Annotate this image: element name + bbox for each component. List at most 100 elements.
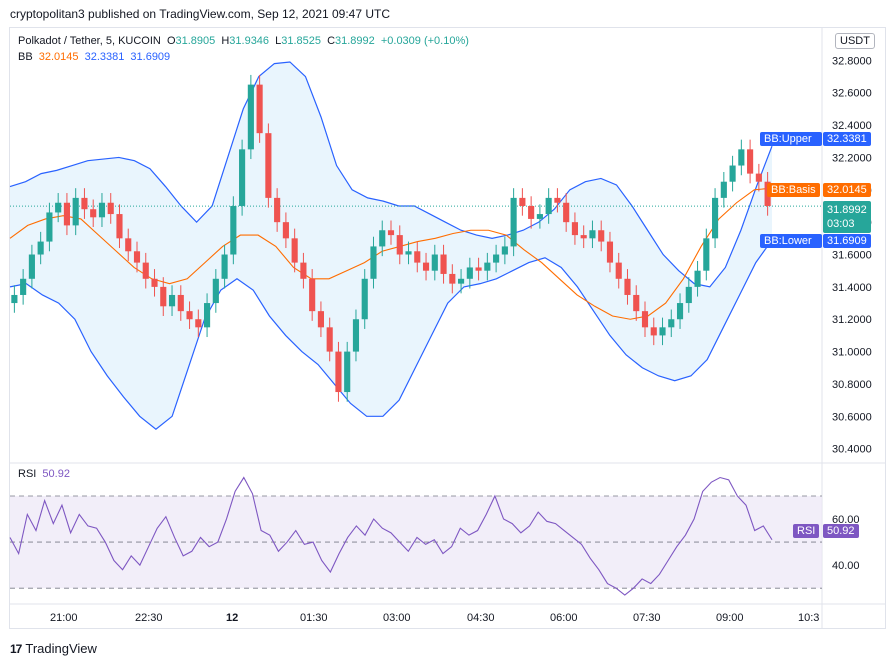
bb-fill <box>10 61 772 430</box>
candle-body <box>361 278 368 320</box>
candle-body <box>230 205 237 255</box>
candle-body <box>37 241 44 255</box>
candle-body <box>221 254 228 279</box>
close-label: C <box>327 35 336 47</box>
time-tick-0: 21:00 <box>50 612 78 624</box>
candle-body <box>493 254 500 263</box>
rsi-price-tag: 50.92 <box>823 524 859 538</box>
candle-body <box>282 222 289 239</box>
ohlc-legend: Polkadot / Tether, 5, KUCOIN O31.8905 H3… <box>18 35 472 47</box>
candle-body <box>458 278 465 284</box>
candle-body <box>449 273 456 284</box>
candle-body <box>606 241 614 263</box>
price-tick-0: 32.8000 <box>832 55 872 67</box>
price-tick-12: 30.4000 <box>832 444 872 456</box>
high-label: H <box>221 35 230 47</box>
candle-body <box>738 149 745 166</box>
candle-body <box>55 202 62 213</box>
bb-basis-price-tag: 32.0145 <box>823 183 871 197</box>
bb-upper-value: 32.3381 <box>84 51 125 63</box>
open-label: O <box>166 35 176 47</box>
candle-body <box>641 311 649 328</box>
candle-body <box>755 173 762 182</box>
bb-lower-line <box>9 239 773 431</box>
candle-body <box>11 294 18 304</box>
time-tick-7: 07:30 <box>633 612 661 624</box>
last-price-tag: 31.8992 03:03 <box>823 201 871 233</box>
candle-body <box>712 197 719 239</box>
candle-body <box>90 209 97 218</box>
time-tick-2: 12 <box>226 612 238 624</box>
candle-body <box>28 254 35 279</box>
candle-body <box>720 181 727 198</box>
candle-body <box>133 251 141 263</box>
candle-body <box>344 351 351 393</box>
time-tick-3: 01:30 <box>300 612 328 624</box>
candle-body <box>195 319 202 328</box>
candle-body <box>501 246 508 255</box>
candle-body <box>545 197 552 215</box>
candle-body <box>571 222 578 236</box>
price-tick-6: 31.6000 <box>832 250 872 262</box>
rsi-line <box>9 476 773 596</box>
price-tick-7: 31.4000 <box>832 282 872 294</box>
candle-body <box>396 235 403 255</box>
candle-body <box>326 327 333 352</box>
footer: 17 TradingView <box>10 641 97 656</box>
candle-body <box>414 251 421 263</box>
bar-countdown: 03:03 <box>827 218 855 230</box>
brand-name: TradingView <box>25 641 97 656</box>
candle-body <box>580 235 587 239</box>
candle-body <box>239 149 246 206</box>
candle-body <box>431 254 438 271</box>
rsi-tick-1: 40.00 <box>832 560 860 572</box>
candle-body <box>125 238 132 252</box>
candle-body <box>659 327 666 336</box>
candle-body <box>46 212 53 242</box>
candle-body <box>650 327 657 336</box>
candle-body <box>247 84 254 150</box>
candle-body <box>212 278 219 304</box>
candle-body <box>379 230 386 247</box>
candle-body <box>265 133 272 198</box>
candle-body <box>370 246 377 279</box>
candle-body <box>168 294 176 307</box>
rsi-legend: RSI 50.92 <box>18 468 73 480</box>
candle-body <box>563 202 570 223</box>
candle-body <box>98 202 106 218</box>
tv-logo-icon: 17 <box>10 641 22 656</box>
candle-body <box>528 205 535 219</box>
candle-body <box>405 251 412 255</box>
candle-body <box>20 278 27 295</box>
candle-body <box>510 197 517 247</box>
candle-body <box>160 286 167 307</box>
currency-button[interactable]: USDT <box>835 33 875 49</box>
candle-body <box>729 165 736 182</box>
candle-body <box>668 319 675 328</box>
candle-body <box>466 267 473 279</box>
change-value: +0.0309 (+0.10%) <box>380 35 469 47</box>
candle-body <box>422 262 430 271</box>
candle-body <box>151 278 158 287</box>
bb-lower-tag: BB:Lower <box>760 234 822 248</box>
candle-body <box>624 278 631 295</box>
rsi-tick-0: 60.00 <box>832 514 860 526</box>
candle-body <box>142 262 149 279</box>
candle-body <box>387 230 395 236</box>
rsi-label: RSI <box>18 468 37 480</box>
price-tick-10: 30.8000 <box>832 379 872 391</box>
candle-body <box>633 294 640 312</box>
price-tick-2: 32.4000 <box>832 120 872 132</box>
bb-lower-value: 31.6909 <box>130 51 171 63</box>
chart-frame <box>9 27 886 629</box>
candle-body <box>107 202 114 215</box>
symbol-label: Polkadot / Tether, 5, KUCOIN <box>18 35 161 47</box>
candle-body <box>519 197 526 206</box>
low-value: 31.8525 <box>281 35 321 47</box>
time-tick-9: 10:3 <box>798 612 819 624</box>
candle-body <box>747 149 754 174</box>
close-value: 31.8992 <box>335 35 375 47</box>
bb-basis-tag: BB:Basis <box>767 183 820 197</box>
rsi-name-tag: RSI <box>793 524 820 538</box>
